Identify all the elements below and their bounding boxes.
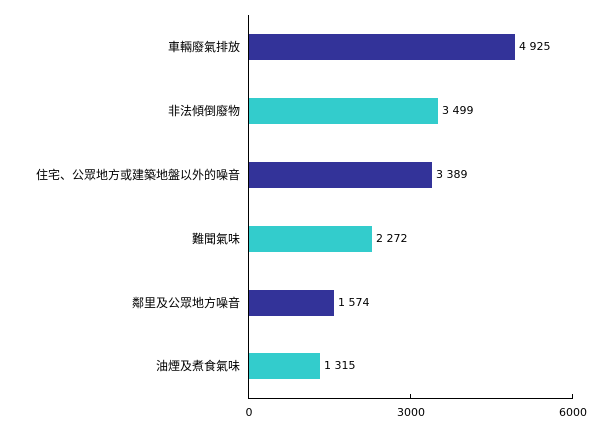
value-label: 1 574 [338, 296, 370, 309]
y-axis-line [248, 15, 249, 399]
bar-vehicle-emissions [249, 34, 515, 60]
x-tick-label: 0 [245, 406, 253, 419]
category-label: 油煙及煮食氣味 [155, 359, 240, 373]
x-tick-label: 3000 [397, 406, 425, 419]
value-label: 1 315 [324, 359, 356, 372]
bar-neighbourhood-noise [249, 290, 334, 316]
x-tick-3000 [410, 394, 411, 398]
x-tick-0 [248, 394, 249, 398]
value-label: 3 499 [442, 104, 474, 117]
x-axis-line [248, 398, 573, 399]
bar-odour [249, 226, 372, 252]
bar-illegal-dumping [249, 98, 438, 124]
category-label: 車輛廢氣排放 [167, 40, 240, 54]
x-tick-6000 [572, 394, 573, 398]
x-tick-label: 6000 [559, 406, 587, 419]
category-label: 鄰里及公眾地方噪音 [131, 296, 240, 310]
value-label: 2 272 [376, 232, 408, 245]
category-label: 住宅、公眾地方或建築地盤以外的噪音 [35, 168, 240, 182]
value-label: 4 925 [519, 40, 551, 53]
category-label: 難聞氣味 [191, 232, 240, 246]
bar-other-noise [249, 162, 432, 188]
bar-cooking-fumes [249, 353, 320, 379]
category-label: 非法傾倒廢物 [167, 104, 240, 118]
value-label: 3 389 [436, 168, 468, 181]
